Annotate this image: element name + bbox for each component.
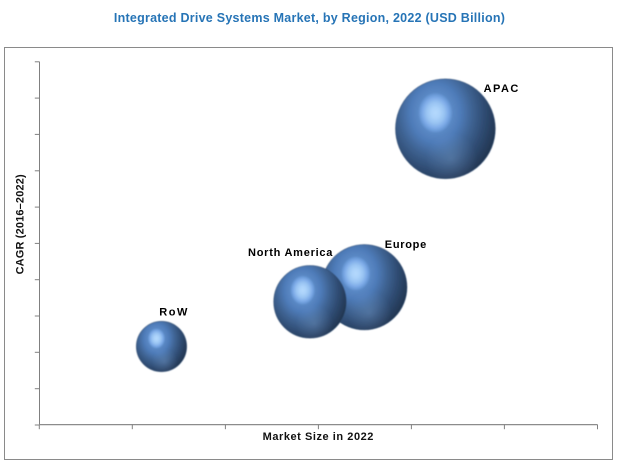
svg-text:RoW: RoW bbox=[159, 307, 189, 319]
svg-text:CAGR (2016–2022): CAGR (2016–2022) bbox=[15, 174, 27, 274]
svg-text:APAC: APAC bbox=[484, 83, 520, 95]
svg-text:Market Size in 2022: Market Size in 2022 bbox=[263, 431, 374, 443]
svg-text:Integrated Drive Systems Marke: Integrated Drive Systems Market, by Regi… bbox=[114, 11, 505, 25]
svg-text:North America: North America bbox=[248, 247, 333, 259]
svg-text:Europe: Europe bbox=[385, 239, 427, 251]
